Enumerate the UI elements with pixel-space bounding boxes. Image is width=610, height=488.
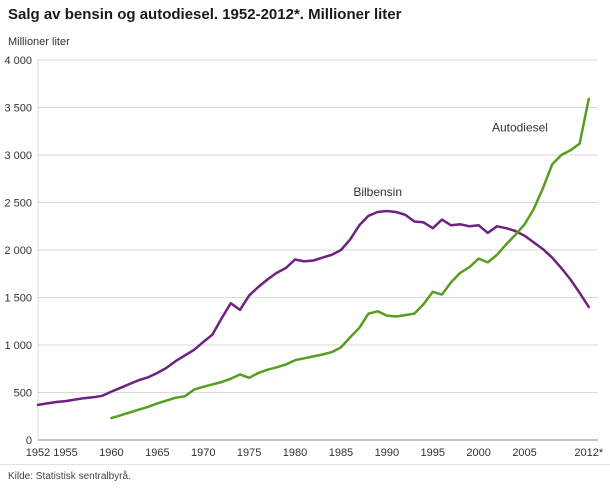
x-tick-label: 1985 bbox=[329, 447, 353, 459]
x-tick-label: 1955 bbox=[53, 447, 77, 459]
x-tick-label: 1975 bbox=[237, 447, 261, 459]
source-note: Kilde: Statistisk sentralbyrå. bbox=[8, 471, 131, 482]
x-tick-label: 1960 bbox=[99, 447, 123, 459]
y-tick-label: 0 bbox=[26, 435, 32, 447]
y-tick-label: 4 000 bbox=[4, 55, 32, 67]
x-tick-label: 1952 bbox=[26, 447, 50, 459]
series-label-bilbensin: Bilbensin bbox=[353, 185, 402, 199]
y-axis-unit-label: Millioner liter bbox=[8, 36, 70, 48]
y-tick-label: 500 bbox=[14, 388, 32, 400]
chart-title: Salg av bensin og autodiesel. 1952-2012*… bbox=[8, 6, 402, 23]
y-tick-label: 1 000 bbox=[4, 340, 32, 352]
x-tick-label: 1980 bbox=[283, 447, 307, 459]
y-tick-label: 2 000 bbox=[4, 245, 32, 257]
series-line-bilbensin bbox=[36, 209, 591, 407]
footer-divider bbox=[0, 464, 610, 465]
x-tick-label: 2005 bbox=[512, 447, 536, 459]
x-tick-label: 1965 bbox=[145, 447, 169, 459]
x-tick-label: 1995 bbox=[421, 447, 445, 459]
x-tick-label: 1990 bbox=[375, 447, 399, 459]
y-tick-label: 1 500 bbox=[4, 293, 32, 305]
x-tick-label: 2000 bbox=[466, 447, 490, 459]
series-line-autodiesel bbox=[110, 97, 591, 420]
x-tick-label: 2012* bbox=[574, 447, 603, 459]
y-tick-label: 3 500 bbox=[4, 103, 32, 115]
y-tick-label: 2 500 bbox=[4, 198, 32, 210]
series-label-autodiesel: Autodiesel bbox=[492, 120, 548, 134]
x-tick-label: 1970 bbox=[191, 447, 215, 459]
y-tick-label: 3 000 bbox=[4, 150, 32, 162]
